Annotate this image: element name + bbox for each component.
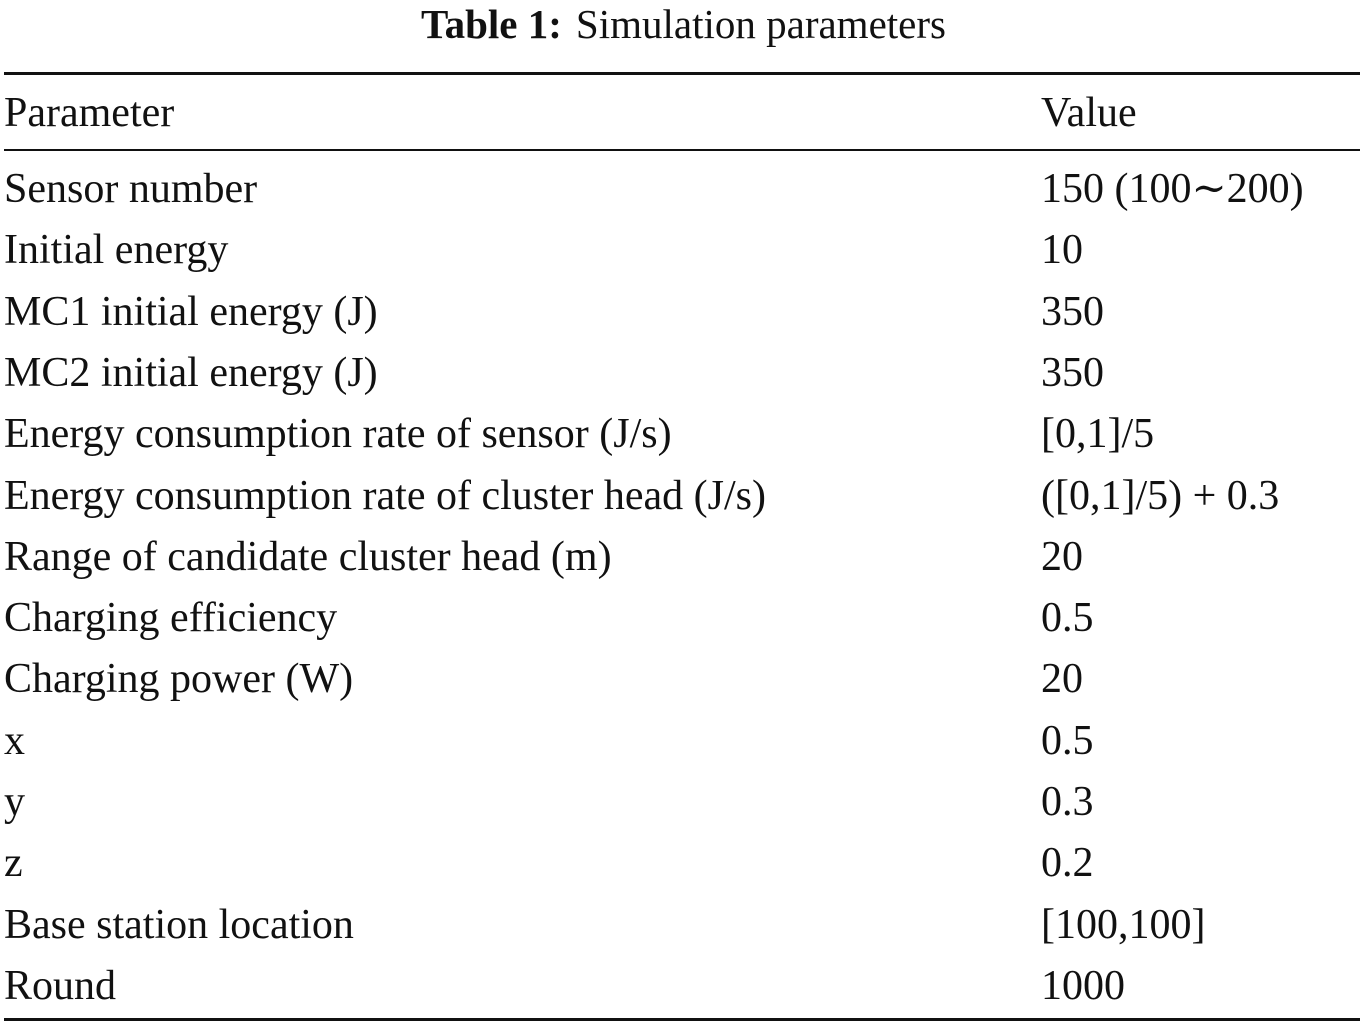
table-header-rule [4,149,1360,151]
table-row: Round 1000 [0,956,1367,1017]
table-row: Energy consumption rate of sensor (J/s) [… [0,404,1367,465]
table-row: Initial energy 10 [0,220,1367,281]
table-top-rule [4,72,1360,75]
table-bottom-rule [4,1018,1360,1021]
table-row: y 0.3 [0,772,1367,833]
parameter-cell: Energy consumption rate of sensor (J/s) [4,411,672,458]
parameter-cell: y [4,779,25,825]
parameter-cell: Charging power (W) [4,656,354,703]
table-row: Base station location [100,100] [0,895,1367,956]
table-caption: Table 1: Simulation parameters [0,0,1367,52]
parameter-cell: Base station location [4,901,354,948]
table-row: MC2 initial energy (J) 350 [0,343,1367,404]
table-row: x 0.5 [0,711,1367,772]
value-cell: ([0,1]/5) + 0.3 [1041,472,1280,519]
parameter-cell: MC1 initial energy (J) [4,288,378,335]
value-cell: 0.3 [1041,779,1094,825]
table-row: z 0.2 [0,833,1367,894]
value-cell: 350 [1041,288,1104,335]
parameter-cell: Sensor number [4,166,258,212]
value-cell: 10 [1041,227,1083,274]
value-cell: 350 [1041,349,1104,396]
table-header-row: Parameter Value [0,81,1367,145]
value-cell: [100,100] [1041,901,1206,948]
table-row: Sensor number 150 (100∼200) [0,159,1367,220]
value-cell: 20 [1041,533,1083,580]
table-row: MC1 initial energy (J) 350 [0,282,1367,343]
value-cell: 0.5 [1041,595,1094,642]
column-header-value: Value [1041,90,1137,136]
parameter-cell: Round [4,962,117,1009]
value-cell: [0,1]/5 [1041,411,1155,458]
value-cell: 1000 [1041,962,1125,1009]
value-cell: 20 [1041,656,1083,703]
table-row: Charging power (W) 20 [0,649,1367,710]
parameter-cell: Charging efficiency [4,595,338,642]
parameter-cell: z [4,840,23,887]
table-row: Range of candidate cluster head (m) 20 [0,527,1367,588]
table-caption-label: Table 1: [421,1,562,47]
parameter-cell: Range of candidate cluster head (m) [4,533,612,580]
table-row: Energy consumption rate of cluster head … [0,466,1367,527]
parameter-cell: Initial energy [4,227,229,274]
table-caption-title: Simulation parameters [575,1,946,47]
column-header-parameter: Parameter [4,90,175,136]
value-cell: 150 (100∼200) [1041,166,1304,212]
value-cell: 0.5 [1041,717,1094,764]
parameter-cell: Energy consumption rate of cluster head … [4,472,767,519]
parameter-cell: MC2 initial energy (J) [4,349,378,396]
parameter-cell: x [4,717,25,764]
value-cell: 0.2 [1041,840,1094,887]
table-row: Charging efficiency 0.5 [0,588,1367,649]
